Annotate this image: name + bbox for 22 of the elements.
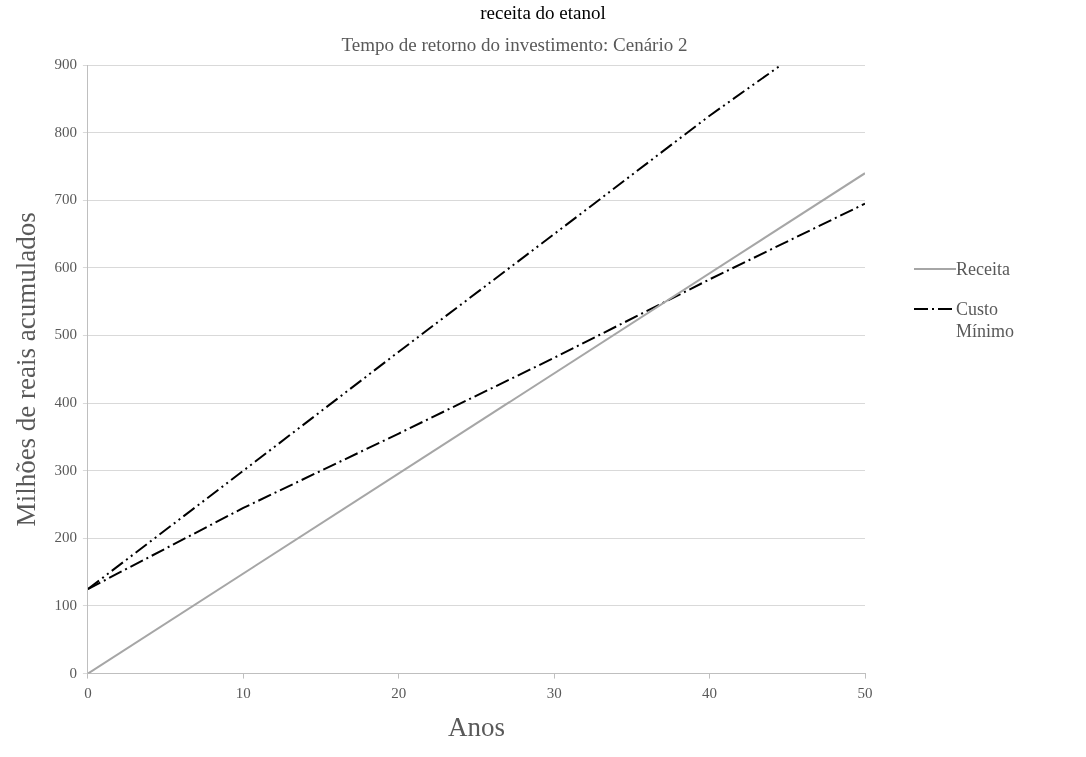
x-tick-label: 40: [702, 684, 718, 701]
text: receita do etanol: [479, 2, 607, 24]
y-tick-label: 800: [54, 123, 77, 140]
x-tick-label: 30: [546, 684, 562, 701]
y-tick-label: 400: [54, 394, 77, 411]
y-tick-label: 300: [54, 461, 77, 478]
chart-title: Tempo de retorno do investimento: Cenário 2: [340, 34, 689, 56]
x-tick-label: 20: [391, 684, 407, 701]
y-axis-title: Milhões de reais acumulados: [11, 212, 42, 527]
y-tick-label: 900: [54, 55, 77, 72]
y-tick-label: 0: [69, 664, 77, 681]
y-tick-label: 500: [54, 326, 77, 343]
x-tick-label: 50: [857, 684, 873, 701]
y-tick-label: 700: [54, 191, 77, 208]
x-axis-title: Anos: [447, 711, 505, 742]
y-tick-label: 200: [54, 529, 77, 546]
legend-label: Custo Mínimo: [956, 298, 1015, 342]
x-tick-label: 10: [235, 684, 251, 701]
y-tick-label: 600: [54, 258, 77, 275]
y-tick-label: 100: [54, 596, 77, 613]
x-tick-label: 0: [84, 684, 92, 701]
legend-label: Receita: [956, 258, 1011, 280]
